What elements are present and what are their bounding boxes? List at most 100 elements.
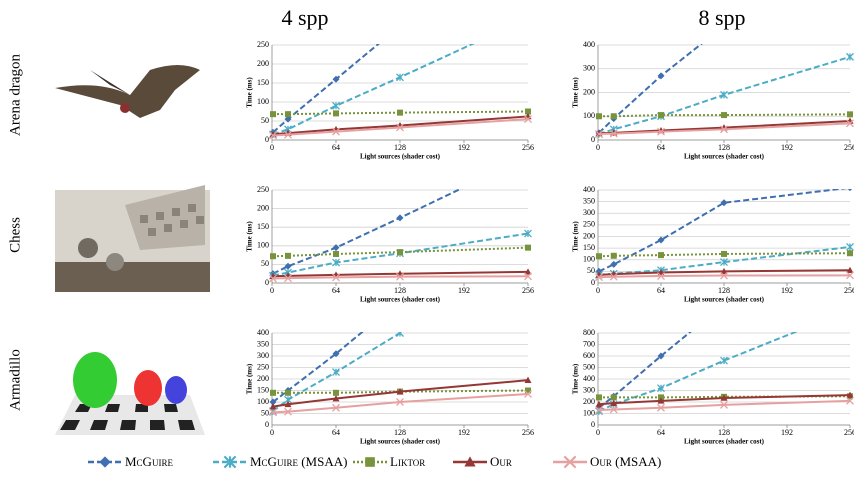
y-tick-label: 500 (583, 362, 595, 371)
marker (396, 73, 404, 82)
y-tick-label: 150 (257, 222, 269, 231)
x-tick-label: 256 (522, 143, 534, 152)
marker (525, 108, 531, 115)
y-tick-label: 150 (583, 243, 595, 252)
x-tick-label: 192 (781, 428, 793, 437)
y-tick-label: 200 (257, 59, 269, 68)
x-tick-label: 256 (522, 286, 534, 295)
marker (525, 387, 531, 394)
series-line (598, 395, 851, 399)
x-tick-label: 192 (458, 143, 470, 152)
marker (397, 23, 404, 30)
marker (610, 113, 617, 120)
marker (524, 268, 532, 275)
marker (595, 273, 603, 282)
series-line (598, 189, 848, 273)
marker (223, 455, 237, 469)
y-tick-label: 350 (257, 339, 269, 348)
marker (524, 115, 532, 124)
y-tick-label: 250 (257, 185, 269, 194)
marker (396, 214, 404, 222)
marker (847, 307, 854, 314)
marker (270, 111, 276, 118)
y-tick-label: 300 (257, 351, 269, 360)
y-tick-label: 0 (265, 135, 269, 144)
marker (333, 389, 339, 396)
y-tick-label: 200 (583, 87, 595, 96)
marker (609, 129, 618, 138)
marker (269, 408, 277, 417)
y-tick-label: 50 (261, 259, 269, 268)
marker (658, 252, 664, 259)
x-tick-label: 64 (332, 286, 340, 295)
y-tick-label: 700 (583, 339, 595, 348)
marker (525, 15, 532, 22)
y-tick-label: 400 (583, 185, 595, 194)
row-label: Arena dragon (7, 53, 23, 136)
marker (284, 130, 292, 139)
marker (284, 115, 292, 123)
x-axis-label: Light sources (shader cost) (360, 438, 441, 446)
column-header: 4 spp (281, 5, 328, 30)
plot (269, 189, 532, 283)
marker (269, 131, 277, 140)
y-tick-label: 50 (587, 266, 595, 275)
plot (595, 307, 854, 416)
x-tick-label: 0 (270, 286, 274, 295)
row-label: Chess (7, 217, 23, 253)
marker (657, 72, 665, 80)
y-tick-label: 0 (591, 278, 595, 287)
y-tick-label: 150 (257, 385, 269, 394)
x-tick-label: 128 (394, 143, 406, 152)
x-tick-label: 0 (270, 428, 274, 437)
marker (720, 394, 728, 401)
x-tick-label: 192 (458, 428, 470, 437)
marker (720, 125, 728, 134)
marker (720, 258, 728, 267)
marker (332, 258, 340, 267)
marker (846, 52, 854, 61)
x-tick-label: 0 (596, 428, 600, 437)
marker (269, 274, 277, 283)
marker (609, 272, 618, 281)
marker (524, 376, 532, 383)
marker (332, 75, 340, 83)
marker (720, 90, 728, 99)
marker (610, 399, 618, 406)
marker (396, 332, 404, 337)
marker (657, 127, 665, 136)
marker (846, 119, 854, 128)
y-tick-label: 0 (265, 420, 269, 429)
x-tick-label: 64 (332, 428, 340, 437)
y-tick-label: 100 (583, 255, 595, 264)
marker (846, 396, 854, 405)
y-tick-label: 200 (583, 231, 595, 240)
marker (332, 368, 340, 377)
x-tick-label: 192 (458, 286, 470, 295)
marker (720, 356, 728, 365)
legend-label: Liktor (390, 454, 425, 469)
series-line (273, 110, 529, 116)
y-tick-label: 250 (583, 220, 595, 229)
marker (396, 123, 404, 132)
marker (658, 112, 664, 119)
marker (397, 109, 403, 116)
x-tick-label: 128 (718, 143, 730, 152)
marker (610, 260, 618, 268)
marker (847, 111, 853, 118)
line-chart: 0 50 100 150 200 250 0 64 128 192 256 Light sources… (246, 185, 534, 304)
series-line (272, 332, 364, 403)
marker (332, 403, 340, 412)
y-tick-label: 300 (583, 64, 595, 73)
marker (524, 272, 532, 281)
series-line (273, 389, 529, 394)
marker (396, 388, 404, 395)
x-tick-label: 128 (394, 428, 406, 437)
y-tick-label: 50 (261, 408, 269, 417)
y-tick-label: 200 (583, 397, 595, 406)
marker (332, 273, 340, 282)
marker (846, 243, 854, 251)
y-axis-label: Time (ms) (572, 77, 580, 108)
y-tick-label: 300 (583, 385, 595, 394)
